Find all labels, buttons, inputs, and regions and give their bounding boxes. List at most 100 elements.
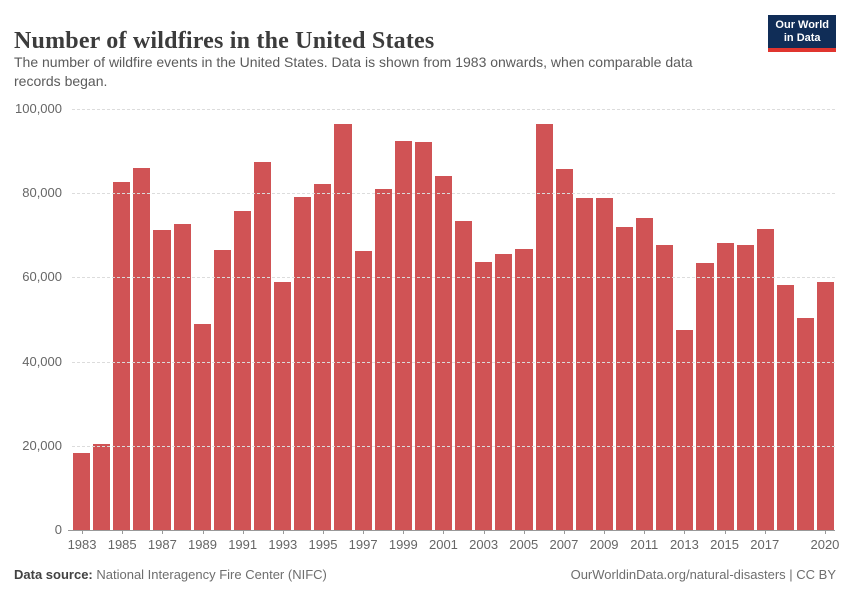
- x-axis-line: [68, 530, 835, 531]
- data-source-text: National Interagency Fire Center (NIFC): [96, 567, 327, 582]
- bar-1996[interactable]: [334, 124, 352, 530]
- x-tick-label-2020: 2020: [810, 537, 840, 552]
- x-tick-label-1999: 1999: [388, 537, 418, 552]
- owid-logo-line2: in Data: [783, 32, 821, 44]
- bar-1984[interactable]: [93, 443, 111, 530]
- x-tick-label-2009: 2009: [589, 537, 619, 552]
- bar-2002[interactable]: [455, 220, 473, 530]
- bar-2012[interactable]: [656, 244, 674, 530]
- y-axis: 0 20,000 40,000 60,000 80,000 100,000: [0, 101, 62, 537]
- bar-2007[interactable]: [555, 169, 573, 530]
- x-tick-1993: [282, 530, 284, 534]
- y-tick-label-40000: 40,000: [22, 353, 62, 369]
- x-tick-label-1991: 1991: [228, 537, 258, 552]
- bar-2004[interactable]: [495, 254, 513, 530]
- x-tick-1983: [82, 530, 84, 534]
- bar-2013[interactable]: [676, 329, 694, 530]
- x-tick-1985: [122, 530, 124, 534]
- bar-1991[interactable]: [233, 211, 251, 530]
- x-tick-label-2003: 2003: [469, 537, 499, 552]
- bar-2017[interactable]: [756, 229, 774, 530]
- bar-1987[interactable]: [153, 229, 171, 530]
- gridline-100000: [72, 109, 835, 110]
- bars-container: [72, 109, 835, 530]
- x-tick-label-1993: 1993: [268, 537, 298, 552]
- chart-subtitle: The number of wildfire events in the Uni…: [14, 53, 693, 91]
- footer-link[interactable]: OurWorldinData.org/natural-disasters | C…: [570, 567, 836, 582]
- bar-1986[interactable]: [133, 168, 151, 530]
- page-title: Number of wildfires in the United States: [14, 28, 435, 55]
- bar-1983[interactable]: [73, 453, 91, 530]
- x-tick-2001: [443, 530, 445, 534]
- x-tick-label-1989: 1989: [188, 537, 217, 552]
- x-tick-2003: [483, 530, 485, 534]
- x-tick-label-2011: 2011: [630, 537, 659, 552]
- bar-2018[interactable]: [776, 285, 794, 530]
- x-tick-label-2017: 2017: [750, 537, 780, 552]
- y-tick-label-60000: 60,000: [22, 269, 62, 285]
- bar-1998[interactable]: [374, 188, 392, 530]
- bar-2005[interactable]: [515, 248, 533, 530]
- x-tick-2017: [764, 530, 766, 534]
- x-tick-2007: [563, 530, 565, 534]
- gridline-60000: [72, 277, 835, 279]
- x-tick-label-2005: 2005: [509, 537, 539, 552]
- bar-2014[interactable]: [696, 263, 714, 530]
- bar-2010[interactable]: [615, 227, 634, 530]
- bar-1999[interactable]: [394, 140, 412, 530]
- x-tick-label-2001: 2001: [428, 537, 458, 552]
- bar-1992[interactable]: [253, 162, 272, 530]
- bar-1989[interactable]: [193, 323, 211, 530]
- gridline-20000: [72, 445, 835, 447]
- y-tick-label-0: 0: [54, 522, 62, 537]
- x-tick-1987: [162, 530, 164, 534]
- bar-2008[interactable]: [575, 197, 593, 530]
- x-tick-1991: [242, 530, 244, 534]
- y-tick-label-100000: 100,000: [15, 101, 62, 116]
- footer: Data source: National Interagency Fire C…: [14, 567, 836, 582]
- bar-1988[interactable]: [173, 223, 191, 530]
- bar-2020[interactable]: [817, 281, 835, 530]
- x-tick-2011: [644, 530, 646, 534]
- x-tick-2005: [523, 530, 525, 534]
- bar-1997[interactable]: [354, 251, 372, 530]
- chart-subtitle-line1: The number of wildfire events in the Uni…: [14, 54, 693, 70]
- bar-2003[interactable]: [475, 262, 493, 530]
- x-tick-label-1987: 1987: [147, 537, 177, 552]
- bar-1994[interactable]: [294, 196, 312, 530]
- x-tick-1995: [322, 530, 324, 534]
- bar-1995[interactable]: [314, 183, 332, 530]
- x-tick-1989: [202, 530, 204, 534]
- owid-logo[interactable]: Our World in Data: [768, 15, 836, 52]
- data-source: Data source: National Interagency Fire C…: [14, 567, 327, 582]
- x-tick-label-1997: 1997: [348, 537, 378, 552]
- bar-2015[interactable]: [716, 243, 734, 530]
- bar-2000[interactable]: [414, 141, 432, 530]
- y-tick-label-20000: 20,000: [22, 437, 62, 453]
- x-tick-1997: [363, 530, 365, 534]
- bar-2016[interactable]: [736, 244, 754, 530]
- x-tick-label-1985: 1985: [107, 537, 137, 552]
- bar-2019[interactable]: [796, 317, 815, 530]
- y-tick-label-80000: 80,000: [22, 185, 62, 201]
- x-tick-2020: [824, 530, 826, 534]
- data-source-label: Data source:: [14, 567, 93, 582]
- x-tick-label-2013: 2013: [669, 537, 699, 552]
- bar-2006[interactable]: [535, 124, 553, 530]
- plot-area: 1983 1985 1987 1989 1991 1993 1995 1997 1999 2001…: [68, 109, 839, 552]
- owid-logo-line1: Our World: [775, 19, 829, 31]
- bar-2009[interactable]: [595, 198, 613, 530]
- x-tick-label-1983: 1983: [67, 537, 97, 552]
- bar-1990[interactable]: [213, 250, 231, 530]
- x-tick-label-1995: 1995: [308, 537, 338, 552]
- bar-2001[interactable]: [434, 176, 453, 530]
- bar-1993[interactable]: [274, 282, 292, 530]
- x-tick-2015: [724, 530, 726, 534]
- chart-subtitle-line2: records began.: [14, 73, 108, 89]
- bar-1985[interactable]: [113, 182, 131, 530]
- x-tick-1999: [403, 530, 405, 534]
- bar-2011[interactable]: [636, 217, 654, 530]
- x-tick-2009: [604, 530, 606, 534]
- gridline-40000: [72, 361, 835, 363]
- x-tick-2013: [684, 530, 686, 534]
